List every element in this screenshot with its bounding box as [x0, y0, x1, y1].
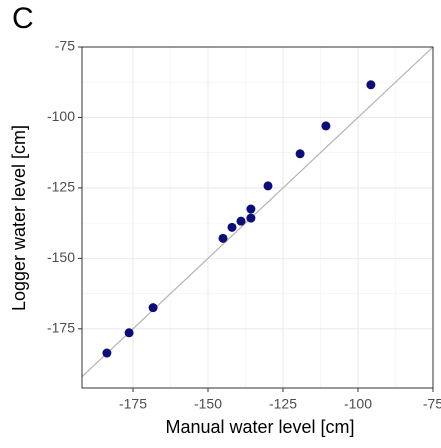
point — [321, 121, 331, 131]
point — [366, 80, 376, 90]
point — [246, 213, 256, 223]
x-tick-label: -100 — [344, 396, 372, 412]
point — [102, 348, 112, 358]
point — [263, 181, 273, 191]
point — [148, 303, 158, 313]
point — [227, 222, 237, 232]
point — [295, 149, 305, 159]
x-tick-label: -125 — [269, 396, 297, 412]
point — [218, 233, 228, 243]
x-axis-title: Manual water level [cm] — [165, 417, 354, 437]
point — [246, 204, 256, 214]
y-tick-label: -125 — [47, 179, 75, 195]
x-tick-label: -175 — [119, 396, 147, 412]
y-tick-label: -100 — [47, 108, 75, 124]
point — [236, 216, 246, 226]
plot-area — [82, 47, 433, 388]
y-tick-label: -150 — [47, 249, 75, 265]
y-tick-label: -75 — [55, 38, 75, 54]
plot-border — [81, 46, 434, 389]
y-tick-label: -175 — [47, 320, 75, 336]
x-tick-label: -150 — [194, 396, 222, 412]
x-tick-label: -75 — [423, 396, 441, 412]
identity-line — [81, 46, 434, 378]
point — [124, 328, 134, 338]
panel-label: C — [12, 2, 34, 35]
y-axis-title: Logger water level [cm] — [9, 125, 29, 311]
